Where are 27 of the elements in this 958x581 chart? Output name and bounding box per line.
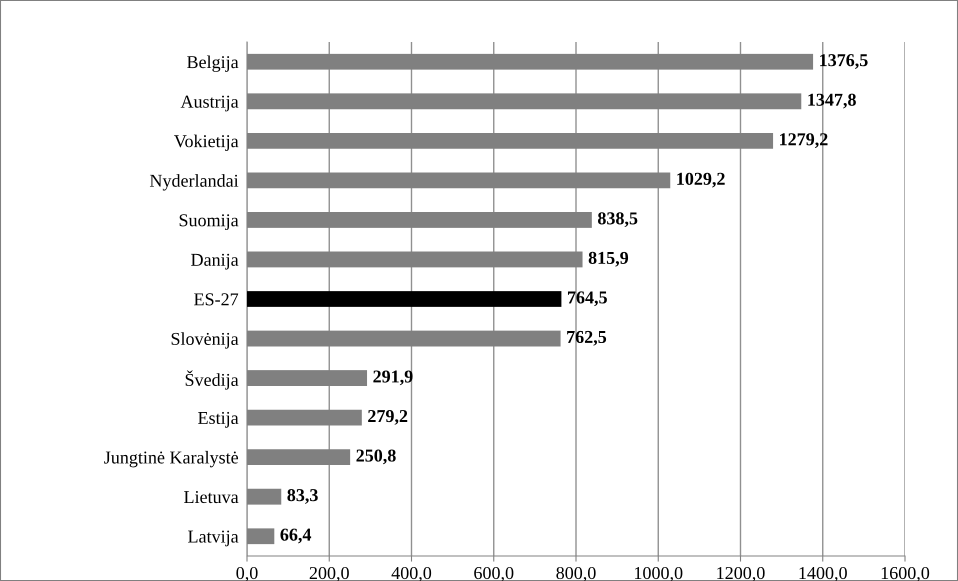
data-label: 815,9	[588, 252, 628, 267]
y-tick-label: Danija	[191, 254, 238, 270]
y-tick-label: Lietuva	[184, 491, 238, 504]
bar	[247, 291, 562, 307]
y-tick-label: Nyderlandai	[150, 174, 238, 191]
y-tick-label: Belgija	[187, 56, 238, 72]
y-tick-label: Suomija	[180, 214, 238, 230]
data-label: 762,5	[567, 330, 606, 346]
data-label: 1279,2	[780, 133, 828, 148]
data-label: 764,5	[568, 291, 607, 306]
y-tick-label: Vokietija	[174, 134, 238, 151]
y-tick-label: Švedija	[186, 370, 238, 390]
data-label: 83,3	[287, 489, 318, 504]
data-label: 291,9	[373, 370, 413, 386]
data-label: 66,4	[280, 528, 312, 544]
data-label: 838,5	[598, 212, 638, 228]
y-tick-label: Estija	[198, 412, 238, 428]
y-tick-label: Austrija	[180, 96, 238, 112]
data-label: 1376,5	[820, 54, 868, 69]
data-label: 279,2	[368, 410, 408, 425]
data-label: 1029,2	[677, 172, 725, 188]
y-tick-label: Slovėnija	[172, 332, 238, 349]
y-tick-label: Jungtinė Karalystė	[104, 450, 238, 468]
data-label: 250,8	[356, 449, 396, 464]
y-tick-label: ES-27	[194, 293, 238, 306]
data-label: 1347,8	[808, 94, 856, 108]
y-tick-label: Latvija	[188, 530, 238, 546]
